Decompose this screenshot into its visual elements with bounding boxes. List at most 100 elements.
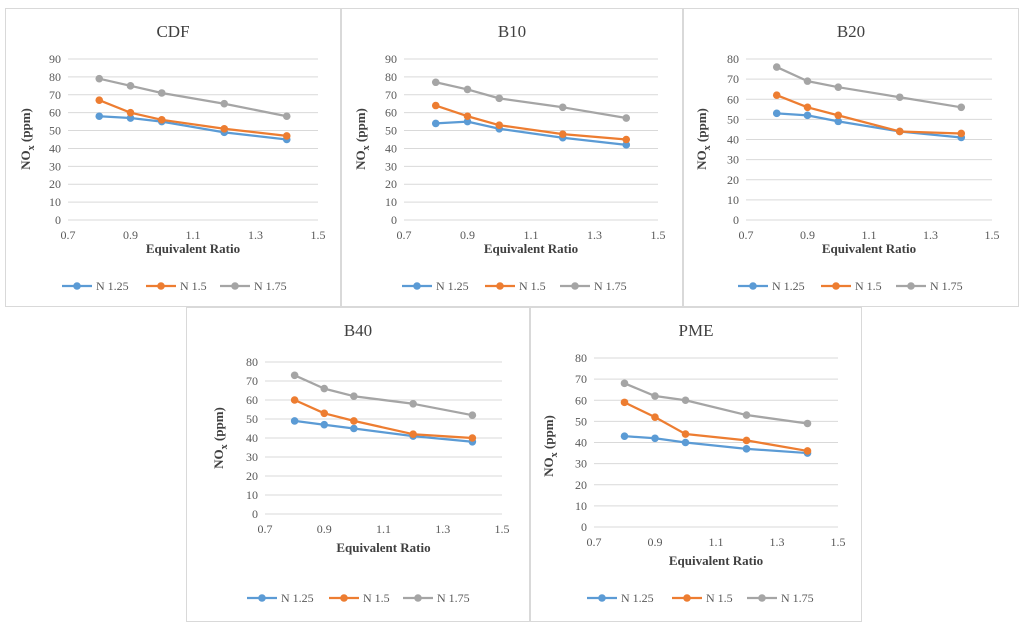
data-point: [772, 91, 781, 100]
data-point: [681, 430, 690, 438]
y-axis-label-suffix: (ppm): [694, 108, 709, 145]
data-point: [157, 116, 166, 124]
y-tick-label: 0: [581, 520, 587, 534]
data-point: [290, 371, 299, 380]
x-tick-label: 1.5: [831, 535, 846, 549]
data-point: [431, 78, 440, 87]
legend-marker: [231, 282, 239, 290]
y-axis-label-main: NO: [211, 449, 226, 469]
chart-title: PME: [679, 321, 714, 340]
legend-label: N 1.5: [180, 279, 207, 293]
legend-marker: [598, 594, 606, 602]
y-tick-label: 40: [49, 141, 61, 155]
legend-marker: [758, 594, 766, 602]
data-point: [220, 124, 229, 133]
data-point: [834, 111, 843, 120]
legend-item: N 1.5: [146, 279, 207, 293]
data-point: [431, 101, 440, 110]
legend-marker: [683, 594, 691, 602]
x-tick-label: 1.3: [248, 228, 263, 242]
y-tick-label: 30: [246, 450, 258, 464]
y-tick-label: 10: [385, 195, 397, 209]
y-tick-label: 40: [575, 436, 587, 450]
data-point: [651, 392, 659, 400]
chart-svg: B20 0 10 20 30 40 50 60 70 80 0.7 0.9 1.1 1.3 1.5 Equiv…: [694, 22, 1000, 293]
y-tick-label: 60: [49, 106, 61, 120]
y-tick-label: 30: [49, 159, 61, 173]
y-tick-label: 80: [246, 355, 258, 369]
chart-title: B20: [837, 22, 865, 41]
data-point: [772, 63, 781, 71]
y-tick-label: 80: [575, 351, 587, 365]
y-tick-label: 30: [575, 457, 587, 471]
data-point: [558, 130, 567, 138]
data-point: [834, 117, 843, 126]
chart-svg: B10 0 10 20 30 40 50 60 70 80 90 0.7 0.9 1.1 1.3 1.5 Equ…: [353, 22, 666, 293]
data-point: [409, 400, 417, 408]
data-point: [803, 77, 812, 85]
x-tick-label: 0.9: [317, 522, 332, 536]
y-tick-label: 90: [385, 52, 397, 66]
series-line-n-1-5: [624, 401, 808, 453]
legend-item: N 1.5: [672, 591, 733, 605]
data-point: [620, 398, 629, 407]
legend-label: N 1.5: [363, 591, 390, 605]
data-point: [957, 103, 966, 112]
legend-marker: [832, 282, 840, 290]
data-point: [834, 83, 843, 91]
y-tick-label: 10: [575, 499, 587, 513]
data-point: [290, 417, 299, 425]
y-axis-label: NOx (ppm): [353, 108, 372, 170]
y-tick-label: 50: [246, 412, 258, 426]
data-point: [803, 111, 812, 120]
x-tick-label: 1.5: [311, 228, 326, 242]
data-point: [220, 99, 229, 108]
y-tick-label: 80: [727, 52, 739, 66]
x-axis-label: Equivalent Ratio: [822, 241, 916, 256]
x-tick-label: 0.9: [648, 535, 663, 549]
y-tick-label: 50: [575, 414, 587, 428]
data-point: [468, 434, 477, 442]
data-point: [651, 434, 659, 443]
x-tick-label: 1.1: [524, 228, 539, 242]
y-tick-label: 0: [252, 507, 258, 521]
y-tick-label: 50: [49, 124, 61, 138]
x-tick-label: 1.5: [985, 228, 1000, 242]
y-tick-label: 60: [727, 92, 739, 106]
y-tick-label: 90: [49, 52, 61, 66]
y-tick-label: 20: [49, 177, 61, 191]
x-tick-label: 1.1: [862, 228, 877, 242]
data-point: [126, 114, 135, 122]
y-axis-label-main: NO: [541, 457, 556, 477]
legend-marker: [496, 282, 504, 290]
data-point: [742, 445, 751, 453]
data-point: [463, 112, 472, 121]
legend-item: N 1.25: [587, 591, 654, 605]
y-tick-label: 70: [49, 88, 61, 102]
y-axis-label-suffix: (ppm): [211, 407, 226, 444]
legend-label: N 1.75: [254, 279, 287, 293]
data-point: [95, 112, 104, 121]
y-tick-label: 40: [727, 133, 739, 147]
data-point: [622, 135, 631, 144]
x-tick-label: 1.3: [923, 228, 938, 242]
data-point: [495, 121, 504, 129]
y-tick-label: 0: [733, 213, 739, 227]
data-point: [126, 82, 135, 90]
data-point: [95, 96, 104, 104]
chart-svg: B40 0 10 20 30 40 50 60 70 80 0.7 0.9 1.1 1.3 1.5 Equiv…: [211, 321, 510, 605]
data-point: [290, 396, 299, 404]
data-point: [468, 411, 477, 419]
chart-title: B40: [344, 321, 372, 340]
legend-marker: [413, 282, 421, 290]
data-point: [742, 436, 751, 445]
y-tick-label: 60: [575, 393, 587, 407]
y-axis-label-suffix: (ppm): [541, 415, 556, 452]
y-tick-label: 20: [727, 173, 739, 187]
data-point: [463, 117, 472, 126]
chart-panel-cdf: CDF 0 10 20 30 40 50 60 70 80 90 0.7 0.9 1.1 1.3 1.5 Equ…: [5, 8, 341, 307]
chart-panel-b40: B40 0 10 20 30 40 50 60 70 80 0.7 0.9 1.1 1.3 1.5 Equiv…: [186, 307, 530, 622]
chart-panel-pme: PME 0 10 20 30 40 50 60 70 80 0.7 0.9 1.1 1.3 1.5 Equiv…: [530, 307, 862, 622]
y-tick-label: 40: [385, 141, 397, 155]
y-tick-label: 50: [727, 112, 739, 126]
